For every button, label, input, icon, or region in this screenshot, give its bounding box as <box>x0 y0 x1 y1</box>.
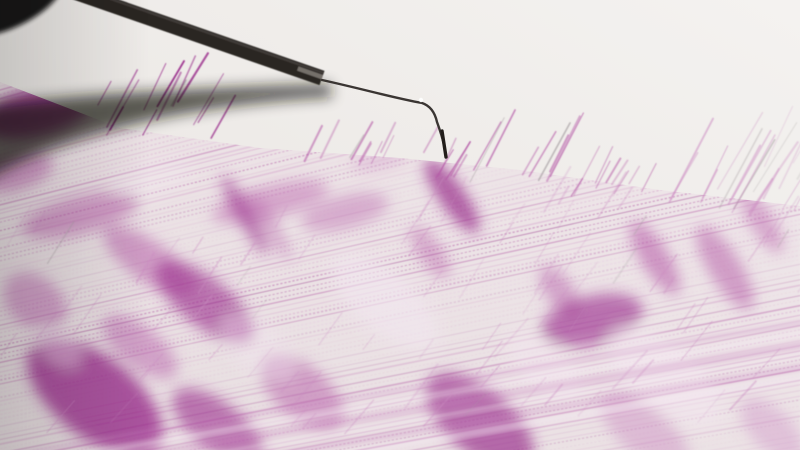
ink-blob <box>410 226 450 278</box>
ink-blob <box>740 398 800 450</box>
vignette <box>0 0 150 450</box>
ink-blob <box>629 221 681 295</box>
ink-blob <box>424 159 480 233</box>
needle-tip <box>440 129 448 159</box>
arm-clamp <box>297 66 324 80</box>
ink-blob <box>220 313 296 381</box>
ink-blob <box>696 226 754 310</box>
wire-glint <box>418 97 424 103</box>
seismic-spikes <box>0 52 800 435</box>
ink-blob <box>249 190 291 260</box>
ink-blob <box>301 193 389 231</box>
ink-blob <box>172 388 264 450</box>
ink-blob <box>331 254 439 350</box>
ink-blob <box>221 175 269 255</box>
